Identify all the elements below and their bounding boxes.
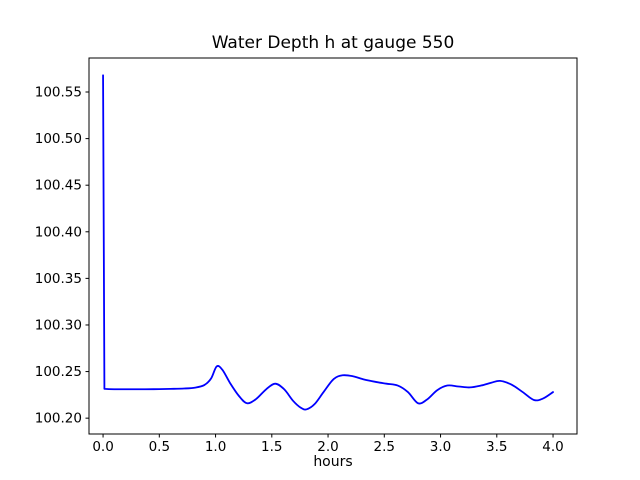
x-tick-label: 0.5	[149, 439, 170, 455]
y-tick-label: 100.55	[35, 85, 82, 101]
x-tick-label: 2.0	[317, 439, 338, 455]
data-line-water-depth-h	[102, 74, 554, 411]
x-tick-label: 1.5	[261, 439, 282, 455]
x-axis-label: hours	[313, 454, 353, 470]
x-tick-label: 2.5	[374, 439, 395, 455]
x-tick-label: 0.0	[92, 439, 113, 455]
y-tick-label: 100.50	[35, 131, 82, 147]
y-tick-label: 100.45	[35, 178, 82, 194]
y-tick-label: 100.25	[35, 364, 82, 380]
x-tick-label: 3.0	[430, 439, 451, 455]
x-tick-label: 3.5	[486, 439, 507, 455]
y-tick-label: 100.40	[35, 224, 82, 240]
axes-frame	[88, 57, 578, 435]
y-tick-label: 100.35	[35, 271, 82, 287]
chart-title: Water Depth h at gauge 550	[211, 33, 455, 53]
x-tick-label: 1.0	[205, 439, 226, 455]
x-tick-label: 4.0	[542, 439, 563, 455]
y-tick-label: 100.30	[35, 317, 82, 333]
y-tick-label: 100.20	[35, 411, 82, 427]
